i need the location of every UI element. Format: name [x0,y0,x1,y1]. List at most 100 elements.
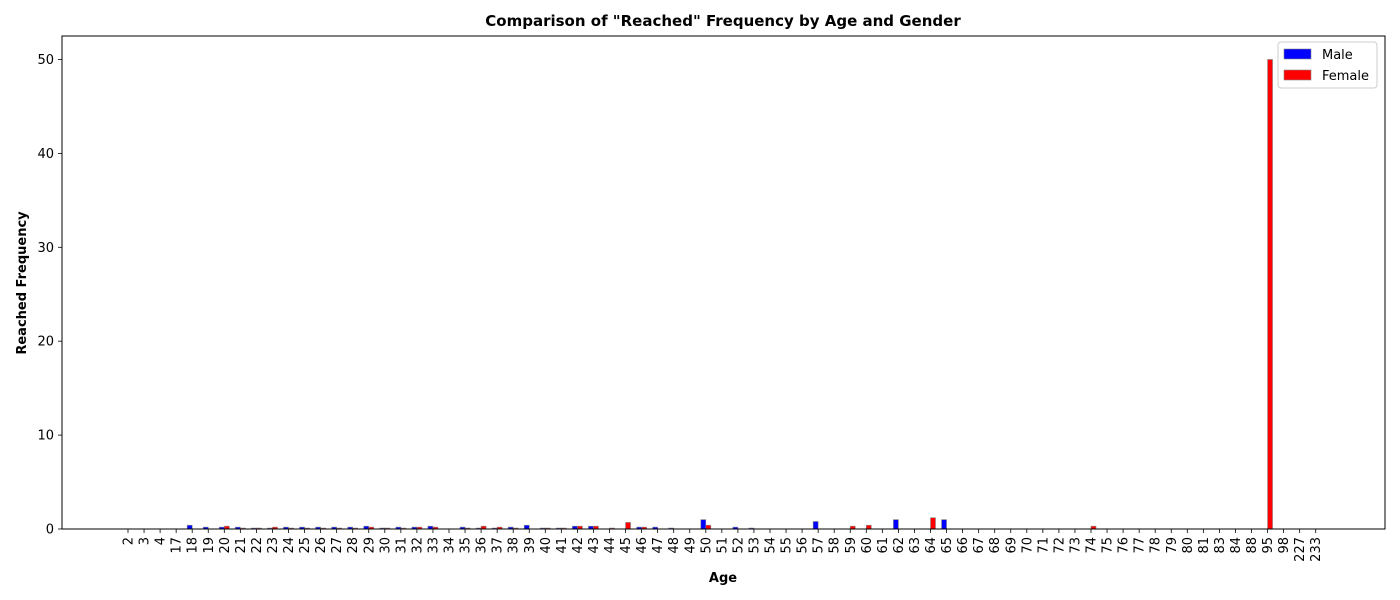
x-tick-label: 43 [587,537,602,554]
x-tick-label: 84 [1229,537,1244,554]
legend-swatch-female [1283,69,1312,81]
x-tick-label: 45 [619,537,634,554]
x-tick-label: 49 [683,537,698,554]
y-axis-label: Reached Frequency [15,211,30,355]
x-axis-label: Age [709,571,737,586]
y-tick-label: 0 [46,523,54,538]
x-tick-label: 69 [1004,537,1019,554]
x-tick-label: 37 [491,537,506,554]
bar-male-18 [186,524,193,530]
x-tick-label: 65 [940,537,955,554]
x-tick-label: 46 [635,537,650,554]
x-tick-label: 47 [651,537,666,554]
x-tick-label: 23 [266,537,281,554]
x-tick-label: 28 [346,537,361,554]
x-tick-label: 64 [924,537,939,554]
x-tick-label: 63 [908,537,923,554]
x-tick-label: 20 [218,537,233,554]
y-tick-label: 10 [37,429,54,444]
x-tick-label: 31 [394,537,409,554]
x-tick-label: 3 [138,537,153,545]
x-tick-label: 62 [892,537,907,554]
x-tick-label: 71 [1036,537,1051,554]
legend: Male Female [1277,41,1378,89]
x-tick-label: 54 [764,537,779,554]
x-tick-label: 58 [828,537,843,554]
x-tick-label: 61 [876,537,891,554]
bar-female-60 [865,524,872,530]
y-tick-label: 40 [37,147,54,162]
x-tick-label: 36 [475,537,490,554]
plot-area [186,59,1273,530]
x-tick-label: 30 [378,537,393,554]
x-tick-label: 70 [1020,537,1035,554]
x-tick-label: 19 [202,537,217,554]
x-tick-label: 67 [972,537,987,554]
x-tick-label: 41 [555,537,570,554]
x-tick-label: 33 [426,537,441,554]
y-tick-label: 50 [37,53,54,68]
x-tick-label: 227 [1293,537,1308,562]
x-tick-label: 56 [796,537,811,554]
x-tick-label: 38 [507,537,522,554]
bar-male-65 [941,519,947,530]
x-tick-label: 22 [250,537,265,554]
y-tick-label: 30 [37,241,54,256]
x-axis-ticks: 2 3 4 17 18 19 20 21 22 23 24 25 26 27 28 29 30 31 32 33 34 3… [122,529,1324,562]
x-tick-label: 98 [1277,537,1292,554]
x-tick-label: 78 [1149,537,1164,554]
x-tick-label: 79 [1165,537,1180,554]
x-tick-label: 233 [1309,537,1324,562]
x-tick-label: 48 [667,537,682,554]
x-tick-label: 35 [459,537,474,554]
x-tick-label: 53 [747,537,762,554]
x-tick-label: 51 [715,537,730,554]
bar-female-45 [625,522,631,530]
x-tick-label: 95 [1261,537,1276,554]
bar-female-50 [705,524,712,530]
x-tick-label: 75 [1101,537,1116,554]
x-tick-label: 40 [539,537,554,554]
x-tick-label: 74 [1085,537,1100,554]
plot-frame [61,35,1386,530]
x-tick-label: 2 [122,537,137,545]
x-tick-label: 50 [699,537,714,554]
x-tick-label: 26 [314,537,329,554]
x-tick-label: 34 [443,537,458,554]
x-tick-label: 32 [410,537,425,554]
x-tick-label: 44 [603,537,618,554]
x-tick-label: 68 [988,537,1003,554]
x-tick-label: 81 [1197,537,1212,554]
x-tick-label: 29 [362,537,377,554]
x-tick-label: 83 [1213,537,1228,554]
x-tick-label: 60 [860,537,875,554]
x-tick-label: 66 [956,537,971,554]
legend-label-female: Female [1322,69,1369,84]
y-tick-label: 20 [37,335,54,350]
bar-female-64 [930,517,936,530]
legend-swatch-male [1283,48,1312,60]
x-tick-label: 55 [780,537,795,554]
y-axis-ticks: 0 10 20 30 40 50 [37,53,62,538]
x-tick-label: 39 [523,537,538,554]
x-tick-label: 24 [282,537,297,554]
x-tick-label: 80 [1181,537,1196,554]
x-tick-label: 42 [571,537,586,554]
x-tick-label: 88 [1245,537,1260,554]
x-tick-label: 76 [1117,537,1132,554]
x-tick-label: 17 [170,537,185,554]
x-tick-label: 57 [812,537,827,554]
x-tick-label: 59 [844,537,859,554]
chart-title: Comparison of "Reached" Frequency by Age… [485,12,961,30]
x-tick-label: 27 [330,537,345,554]
x-tick-label: 25 [298,537,313,554]
x-tick-label: 52 [731,537,746,554]
x-tick-label: 18 [186,537,201,554]
x-tick-label: 21 [234,537,249,554]
bar-male-57 [812,521,819,530]
x-tick-label: 72 [1052,537,1067,554]
x-tick-label: 73 [1068,537,1083,554]
bar-female-95 [1267,59,1273,530]
bar-male-50 [700,519,707,530]
